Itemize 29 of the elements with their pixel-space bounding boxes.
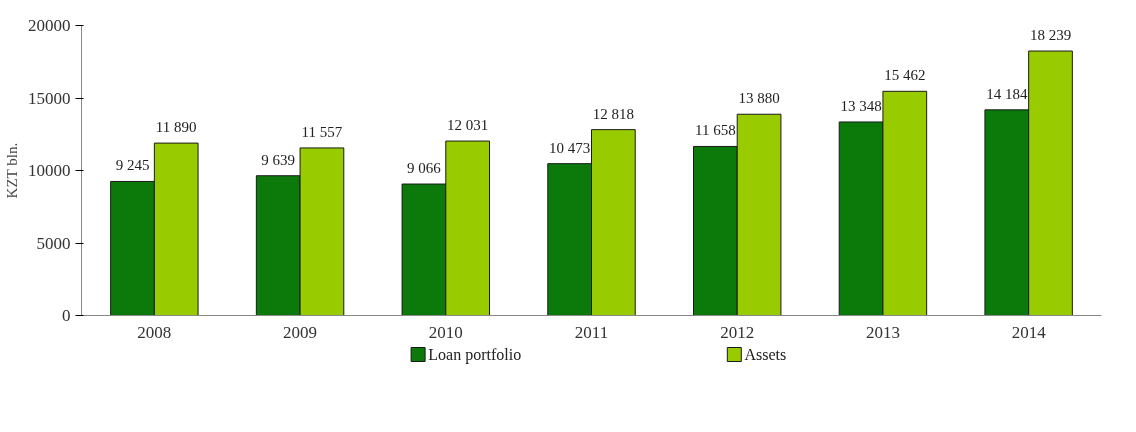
data-label: 10 473 xyxy=(549,139,591,156)
data-label: 12 818 xyxy=(592,105,634,122)
y-tick-label: 15000 xyxy=(28,88,71,108)
data-label: 14 184 xyxy=(986,85,1028,102)
x-tick-label: 2013 xyxy=(865,322,900,342)
x-tick-label: 2011 xyxy=(574,322,609,342)
y-axis-title: KZT bln. xyxy=(4,142,20,199)
x-tick-label: 2008 xyxy=(137,322,172,342)
x-tick-label: 2014 xyxy=(1011,322,1047,342)
x-tick-label: 2010 xyxy=(428,322,463,342)
y-tick-label: 20000 xyxy=(28,16,71,35)
y-tick-label: 5000 xyxy=(36,233,71,253)
y-tick-label: 10000 xyxy=(28,161,71,180)
y-tick-label: 0 xyxy=(62,306,71,325)
data-label: 12 031 xyxy=(447,117,489,134)
x-tick-label: 2009 xyxy=(283,322,318,342)
data-label: 9 066 xyxy=(407,160,442,177)
data-label: 18 239 xyxy=(1029,27,1072,44)
data-label: 11 658 xyxy=(695,122,736,139)
data-label: 13 348 xyxy=(840,97,882,114)
data-label: 9 245 xyxy=(115,157,150,174)
data-label: 13 880 xyxy=(738,90,780,107)
data-label: 11 557 xyxy=(301,123,343,140)
legend-label: Loan portfolio xyxy=(428,346,522,364)
data-label: 11 890 xyxy=(155,119,197,136)
data-label: 9 639 xyxy=(261,151,296,168)
legend-label: Assets xyxy=(744,346,787,363)
data-label: 15 462 xyxy=(884,67,926,84)
x-tick-label: 2012 xyxy=(720,322,755,342)
